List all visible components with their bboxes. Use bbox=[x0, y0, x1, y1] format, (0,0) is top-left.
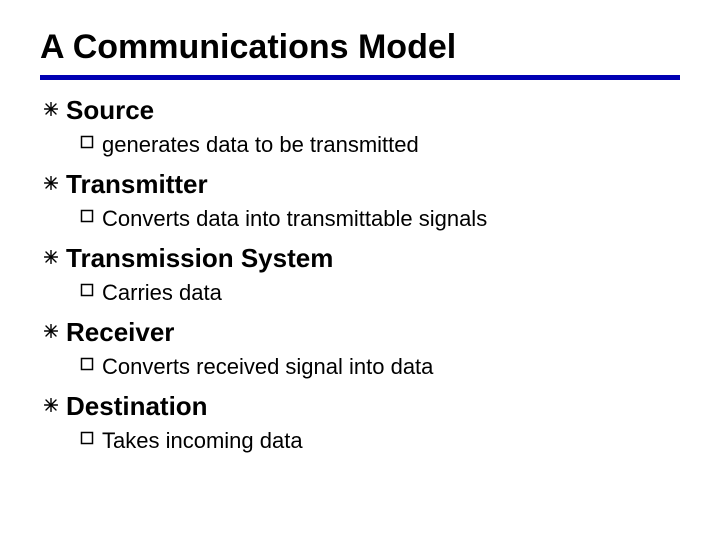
list-item: Destination bbox=[44, 390, 680, 423]
content-list: Source generates data to be transmitted … bbox=[40, 94, 680, 454]
list-subitem: Takes incoming data bbox=[80, 427, 680, 455]
list-subitem: generates data to be transmitted bbox=[80, 131, 680, 159]
list-item-label: Receiver bbox=[66, 316, 174, 349]
slide: A Communications Model Source generates … bbox=[0, 0, 720, 540]
list-item-label: Source bbox=[66, 94, 154, 127]
snowflake-bullet-icon bbox=[44, 101, 66, 119]
list-item-label: Destination bbox=[66, 390, 208, 423]
list-item: Receiver bbox=[44, 316, 680, 349]
square-bullet-icon bbox=[80, 431, 102, 449]
list-item: Source bbox=[44, 94, 680, 127]
list-subitem-label: Carries data bbox=[102, 279, 222, 307]
square-bullet-icon bbox=[80, 209, 102, 227]
snowflake-bullet-icon bbox=[44, 323, 66, 341]
snowflake-bullet-icon bbox=[44, 249, 66, 267]
square-bullet-icon bbox=[80, 283, 102, 301]
list-item: Transmission System bbox=[44, 242, 680, 275]
list-subitem: Converts data into transmittable signals bbox=[80, 205, 680, 233]
list-subitem-label: generates data to be transmitted bbox=[102, 131, 419, 159]
list-subitem-label: Takes incoming data bbox=[102, 427, 303, 455]
list-item-label: Transmission System bbox=[66, 242, 333, 275]
list-subitem-label: Converts data into transmittable signals bbox=[102, 205, 487, 233]
list-item-label: Transmitter bbox=[66, 168, 208, 201]
title-underline bbox=[40, 75, 680, 80]
snowflake-bullet-icon bbox=[44, 397, 66, 415]
snowflake-bullet-icon bbox=[44, 175, 66, 193]
square-bullet-icon bbox=[80, 357, 102, 375]
square-bullet-icon bbox=[80, 135, 102, 153]
list-subitem: Carries data bbox=[80, 279, 680, 307]
list-subitem: Converts received signal into data bbox=[80, 353, 680, 381]
slide-title: A Communications Model bbox=[40, 28, 680, 73]
list-subitem-label: Converts received signal into data bbox=[102, 353, 433, 381]
list-item: Transmitter bbox=[44, 168, 680, 201]
